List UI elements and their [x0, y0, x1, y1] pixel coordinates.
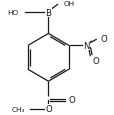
Text: N: N — [83, 42, 89, 50]
Text: CH₃: CH₃ — [12, 106, 25, 112]
Text: HO: HO — [8, 10, 19, 16]
Text: O: O — [100, 34, 106, 43]
Text: O: O — [45, 104, 51, 113]
Text: O: O — [92, 56, 99, 65]
Text: B: B — [45, 9, 51, 18]
Text: O: O — [68, 95, 75, 104]
Text: -: - — [104, 33, 106, 38]
Text: +: + — [88, 39, 92, 44]
Text: OH: OH — [63, 1, 74, 7]
